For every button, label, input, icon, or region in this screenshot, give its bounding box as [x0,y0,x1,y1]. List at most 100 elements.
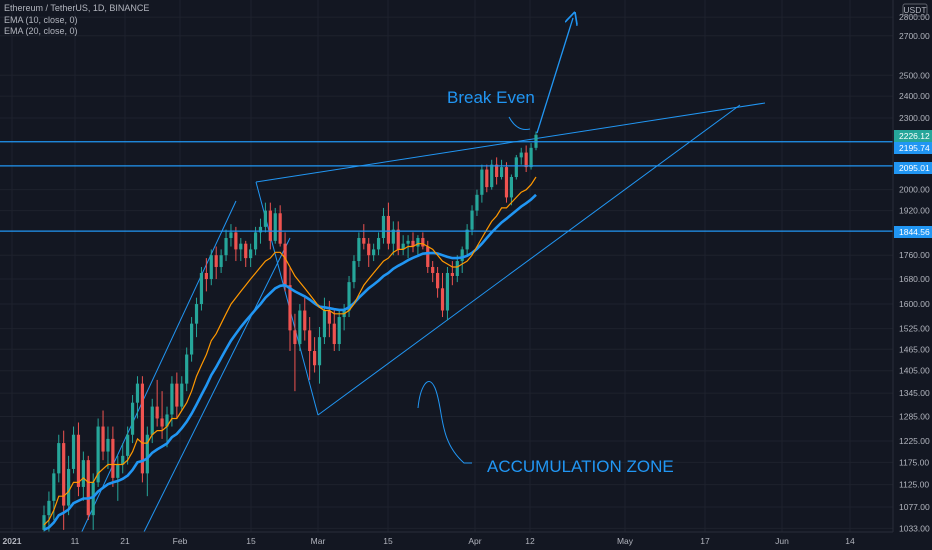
candle-body [431,266,435,273]
channel-lower-line[interactable] [139,237,291,541]
time-tick-label: 14 [845,536,855,546]
candle-body [376,238,381,250]
candle-body [421,238,425,247]
price-tag-label: 2195.74 [899,143,930,153]
time-tick-label: 21 [120,536,130,546]
time-axis[interactable]: 2021 11 21 Feb 15 Mar 15 Apr 12 May 17 Jun 14 [3,536,855,546]
ema10-line [43,176,537,526]
horizontal-levels[interactable] [0,141,893,232]
candle-body [150,406,154,435]
candle-body [111,438,115,478]
candle-body [303,310,307,331]
price-tick-label: 1465.00 [899,344,930,354]
candle-body [372,249,376,256]
ema-lines [43,176,537,532]
candle-body [86,460,90,516]
price-tags: 2226.12 2195.74 2095.01 1844.56 [894,130,932,238]
candle-body [170,383,174,415]
candle-body [524,152,528,168]
candle-body [42,515,46,530]
symbol-title[interactable]: Ethereum / TetherUS, 1D, BINANCE [4,3,150,13]
candle-body [81,460,85,487]
candle-body [234,232,238,250]
currency-badge-box [902,3,928,17]
candle-body [406,240,410,244]
candle-body [426,246,430,267]
candle-body [367,243,371,256]
time-axis-panel [0,532,932,550]
chart-legend: Ethereum / TetherUS, 1D, BINANCE EMA (10… [4,3,149,38]
price-tick-label: 1285.00 [899,411,930,421]
accumulation-pointer [417,381,472,464]
candle-body [283,243,287,286]
candle-body [140,383,144,474]
candle-body [101,426,105,452]
resistance-trendline[interactable] [255,102,766,183]
price-tick-label: 1225.00 [899,436,930,446]
candle-body [514,157,518,177]
time-tick-label: Jun [775,536,789,546]
price-tick-label: 1175.00 [899,457,929,467]
time-tick-label: 15 [383,536,393,546]
candle-body [263,210,267,227]
price-tag-label: 2226.12 [899,131,930,141]
candle-body [175,383,179,407]
price-tick-label: 1033.00 [899,523,930,533]
candle-body [165,414,169,427]
candle-body [135,383,140,403]
candle-body [116,464,120,478]
candle-body [381,215,386,239]
price-tick-label: 2400.00 [899,91,930,101]
candle-body [258,226,263,233]
price-tick-label: 2300.00 [899,113,930,123]
candle-body [460,249,464,262]
candle-body [130,402,135,435]
candle-body [47,500,51,516]
time-tick-label: 17 [700,536,710,546]
price-tick-label: 1680.00 [899,274,930,284]
price-tag-box [894,142,932,154]
candle-body [490,164,494,188]
candle-body [155,406,159,419]
candle-body [440,288,445,311]
price-tick-label: 1525.00 [899,324,930,334]
candle-body [455,261,459,277]
price-tick-label: 1125.00 [899,480,929,490]
candle-body [214,255,218,267]
candle-body [436,272,440,289]
channel-upper-line[interactable] [77,200,237,541]
support-trendline[interactable] [317,104,741,416]
candle-body [445,272,450,311]
candle-body [495,164,499,177]
candle-body [76,434,81,487]
candle-body [391,229,395,244]
candle-body [519,152,523,158]
price-tick-label: 2000.00 [899,185,930,195]
price-tag-label: 2095.01 [899,163,930,173]
candle-body [362,238,366,244]
ema10-legend[interactable]: EMA (10, close, 0) [4,14,78,25]
candle-body [204,272,208,280]
candle-body [504,167,509,198]
ema20-line [43,193,537,532]
time-tick-label: 12 [525,536,535,546]
candle-body [106,438,110,452]
candle-body [224,238,228,256]
candle-body [194,304,199,324]
candle-body [278,213,282,244]
time-tick-label: 11 [71,536,80,546]
candle-body [313,351,317,366]
price-tick-label: 2500.00 [899,70,930,80]
candle-body [401,243,405,250]
target-arrow[interactable] [536,18,573,134]
candle-body [317,337,322,366]
price-axis[interactable]: 2800.00 2700.00 2500.00 2400.00 2300.00 2000.… [899,12,930,533]
ema20-legend[interactable]: EMA (20, close, 0) [4,26,78,36]
candle-body [160,418,164,427]
break-even-pointer [508,116,531,131]
price-tick-label: 2700.00 [899,31,930,41]
candle-body [470,210,474,230]
trendline-drawings[interactable] [77,18,766,541]
